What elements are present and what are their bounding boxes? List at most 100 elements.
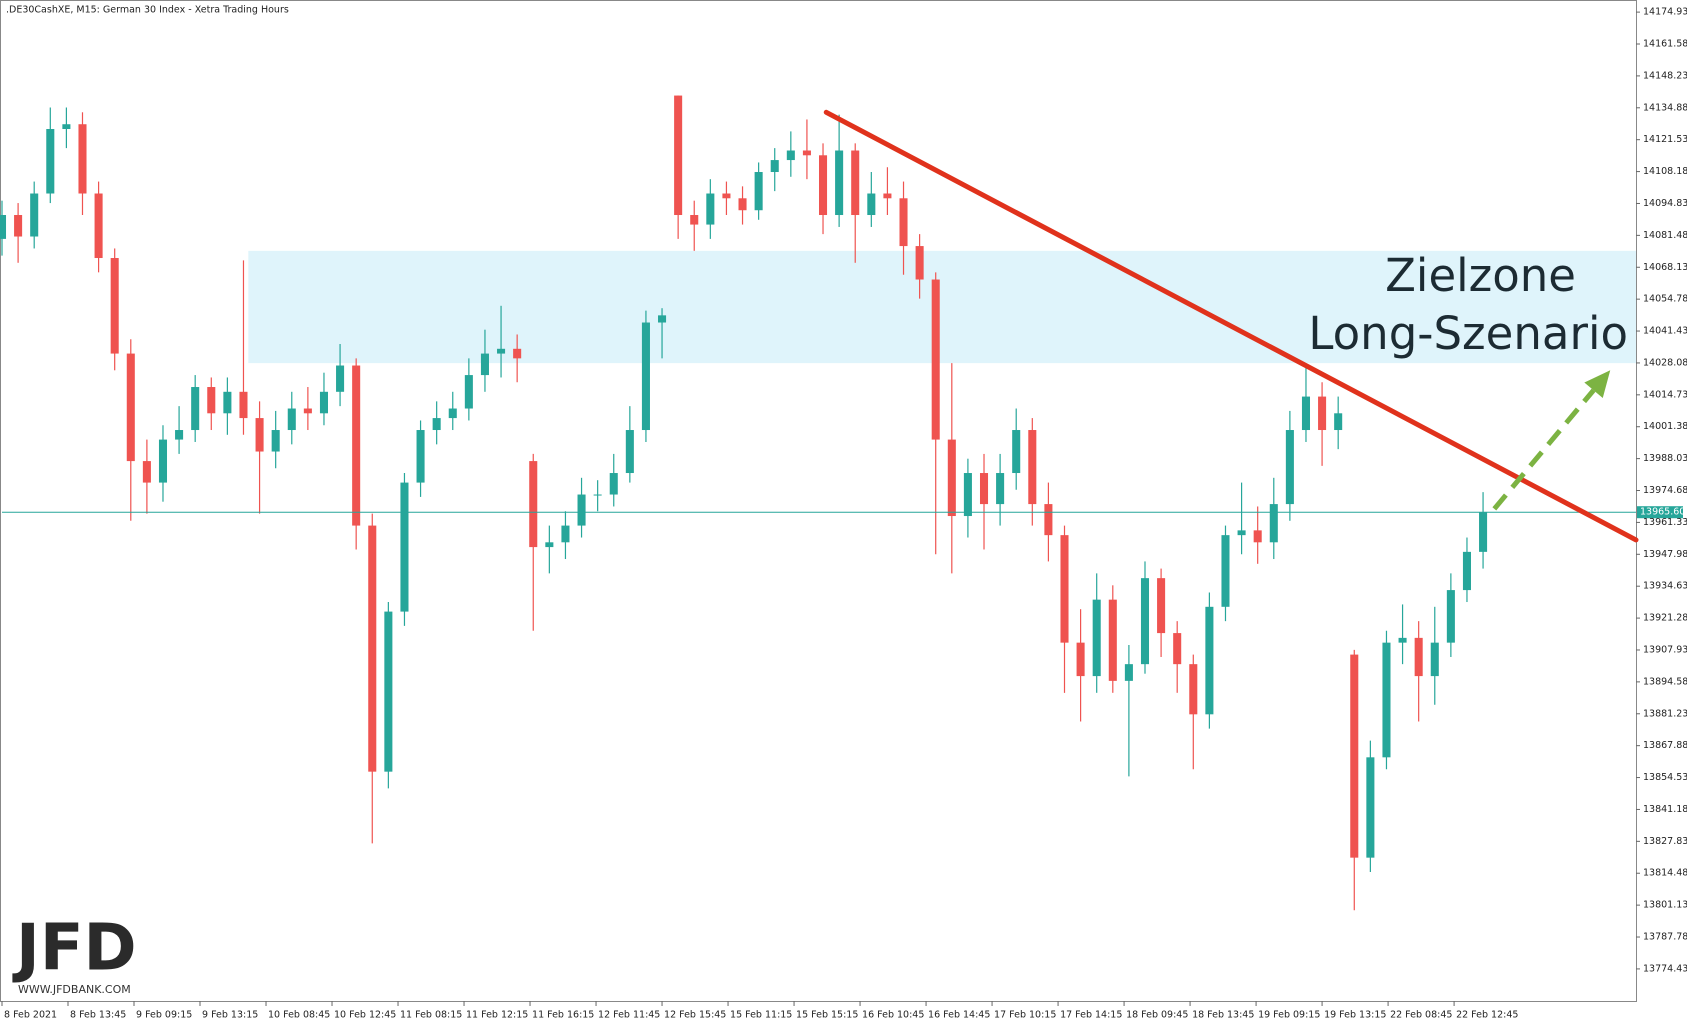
candle-body (979, 473, 989, 505)
y-tick-label: 14054.78 (1643, 294, 1687, 305)
candle-body (1157, 578, 1166, 634)
candle-body (770, 160, 779, 173)
candle-body (1414, 637, 1423, 677)
candle-body (545, 542, 554, 548)
y-tick-label: 13907.93 (1643, 644, 1687, 655)
candle-body (1012, 430, 1021, 474)
x-tick-label: 9 Feb 09:15 (136, 1010, 192, 1021)
candle-body (1430, 642, 1439, 677)
candle-body (674, 95, 683, 216)
candle-body (78, 124, 87, 194)
x-tick-label: 11 Feb 08:15 (400, 1010, 462, 1021)
candle-body (1398, 637, 1407, 643)
candle-body (641, 322, 650, 431)
candle-body (706, 193, 715, 225)
y-tick-label: 13787.78 (1643, 932, 1687, 943)
x-tick-label: 19 Feb 13:15 (1324, 1010, 1386, 1021)
y-tick-label: 13867.88 (1643, 740, 1687, 751)
x-tick-label: 22 Feb 08:45 (1390, 1010, 1452, 1021)
candle-body (110, 258, 119, 354)
y-tick-label: 13881.23 (1643, 708, 1687, 719)
candle-body (1334, 413, 1343, 431)
candle-body (722, 193, 731, 199)
candle-body (126, 353, 135, 462)
y-tick-label: 13988.03 (1643, 453, 1687, 464)
candle-body (142, 461, 151, 483)
candle-body (1189, 664, 1198, 715)
candle-body (1350, 654, 1359, 858)
y-tick-label: 13921.28 (1643, 613, 1687, 624)
candle-body (931, 279, 940, 440)
candle-body (158, 439, 168, 483)
y-tick-label: 13774.43 (1643, 963, 1687, 974)
candle-body (1205, 606, 1214, 715)
y-tick-label: 14174.93 (1643, 7, 1687, 18)
x-tick-label: 15 Feb 15:15 (796, 1010, 858, 1021)
candle-body (915, 246, 924, 280)
candle-body (1479, 512, 1488, 552)
y-tick-label: 14134.88 (1643, 102, 1687, 113)
x-tick-label: 18 Feb 09:45 (1126, 1010, 1188, 1021)
candle-body (1366, 757, 1375, 858)
y-tick-label: 14068.13 (1643, 262, 1687, 273)
y-tick-label: 14121.53 (1643, 134, 1687, 145)
y-tick-label: 14028.08 (1643, 357, 1687, 368)
candle-body (497, 348, 506, 354)
candle-body (593, 494, 602, 496)
x-tick-label: 17 Feb 10:15 (994, 1010, 1056, 1021)
candle-body (223, 391, 232, 414)
candle-body (754, 172, 763, 211)
candle-body (448, 408, 457, 419)
candle-body (1237, 530, 1246, 536)
y-tick-label: 13827.83 (1643, 836, 1687, 847)
candle-body (94, 193, 103, 259)
candle-body (835, 150, 844, 216)
candle-body (1060, 535, 1069, 643)
candle-body (62, 124, 71, 130)
y-tick-label: 14041.43 (1643, 326, 1687, 337)
trendline (823, 109, 1639, 543)
candle-body (1173, 633, 1182, 665)
candle-body (1221, 535, 1230, 607)
candle-body (1028, 430, 1037, 505)
candle-body (738, 198, 747, 211)
candle-body (577, 494, 586, 526)
overlay: 13965.60 (2, 109, 1685, 543)
x-tick-label: 9 Feb 13:15 (202, 1010, 258, 1021)
candle-body (336, 365, 345, 392)
candle-body (899, 198, 908, 247)
x-tick-label: 16 Feb 10:45 (862, 1010, 924, 1021)
current-price-box (1637, 506, 1683, 519)
candle-body (1446, 590, 1455, 643)
candle-body (352, 365, 361, 526)
y-tick-label: 13841.18 (1643, 804, 1687, 815)
y-tick-label: 14001.38 (1643, 421, 1687, 432)
candle-body (255, 418, 264, 452)
y-tick-label: 14094.83 (1643, 198, 1687, 209)
candle-body (46, 129, 55, 194)
x-tick-label: 15 Feb 11:15 (730, 1010, 792, 1021)
x-tick-label: 16 Feb 14:45 (928, 1010, 990, 1021)
target-zone (248, 250, 1637, 364)
zone-label: Long-Szenario (1308, 307, 1628, 360)
candle-body (480, 353, 489, 376)
candle-body (207, 387, 216, 414)
chart-title: .DE30CashXE, M15: German 30 Index - Xetr… (6, 5, 289, 16)
candle-body (963, 473, 972, 517)
x-tick-label: 11 Feb 16:15 (532, 1010, 594, 1021)
y-tick-label: 13961.33 (1643, 517, 1687, 528)
candle-body (400, 482, 409, 612)
candle-body (1382, 642, 1391, 758)
logo: JFD (12, 912, 137, 986)
candles (0, 95, 1488, 911)
plot-frame (0, 0, 1637, 1002)
candle-body (561, 525, 570, 543)
x-tick-label: 19 Feb 09:15 (1258, 1010, 1320, 1021)
x-tick-label: 22 Feb 12:45 (1456, 1010, 1518, 1021)
x-tick-label: 12 Feb 15:45 (664, 1010, 726, 1021)
candle-body (1269, 504, 1278, 543)
candle-body (30, 193, 39, 237)
x-tick-label: 8 Feb 2021 (4, 1010, 57, 1021)
y-tick-label: 14148.23 (1643, 70, 1687, 81)
candle-body (1140, 578, 1150, 665)
